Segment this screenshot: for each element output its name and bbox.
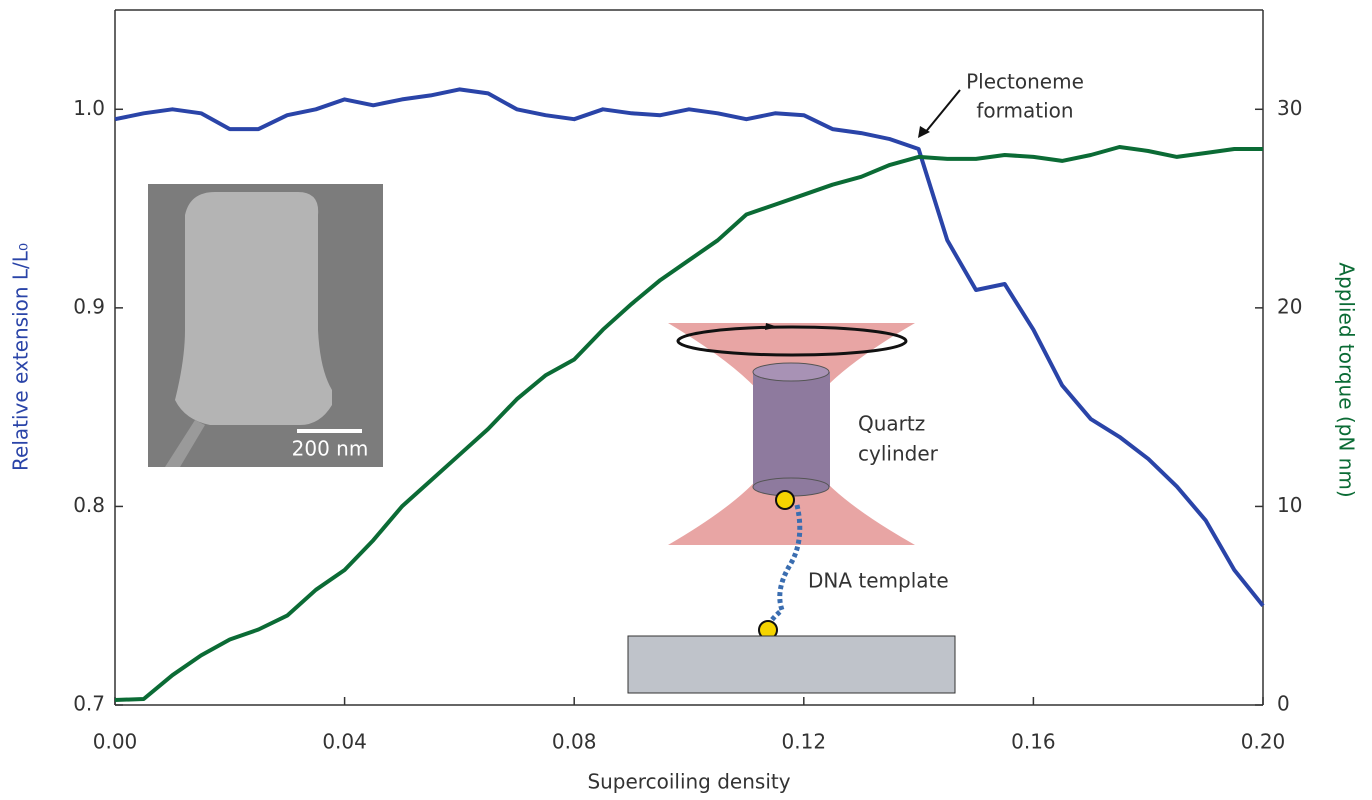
annotation: cylinder xyxy=(858,442,939,466)
y-tick-label: 0.8 xyxy=(73,493,105,517)
y-tick-label: 0.7 xyxy=(73,692,105,716)
annotation: Quartz xyxy=(858,412,925,436)
y2-tick-label: 10 xyxy=(1277,493,1302,517)
y-tick-label: 0.9 xyxy=(73,294,105,318)
annotation: formation xyxy=(976,99,1073,123)
sem-inset xyxy=(148,184,383,467)
y2-tick-label: 0 xyxy=(1277,692,1290,716)
x-tick-label: 0.04 xyxy=(322,730,367,754)
x-tick-label: 0.00 xyxy=(93,730,138,754)
x-tick-label: 0.16 xyxy=(1011,730,1056,754)
annotation: Plectoneme xyxy=(966,70,1084,94)
schematic xyxy=(628,90,960,693)
y2-tick-label: 20 xyxy=(1277,294,1302,318)
x-tick-label: 0.12 xyxy=(782,730,827,754)
annotation: DNA template xyxy=(808,569,949,593)
y-axis-label: Relative extension L/L₀ xyxy=(9,243,33,471)
y-tick-label: 1.0 xyxy=(73,96,105,120)
x-axis-label: Supercoiling density xyxy=(587,770,790,794)
scale-bar-label: 200 nm xyxy=(292,437,369,461)
y2-tick-label: 30 xyxy=(1277,96,1302,120)
y2-axis-label: Applied torque (pN nm) xyxy=(1335,262,1359,497)
x-tick-label: 0.20 xyxy=(1241,730,1286,754)
x-tick-label: 0.08 xyxy=(552,730,597,754)
chart: 200 nm Plectoneme formation Quartz cylin… xyxy=(0,0,1372,800)
